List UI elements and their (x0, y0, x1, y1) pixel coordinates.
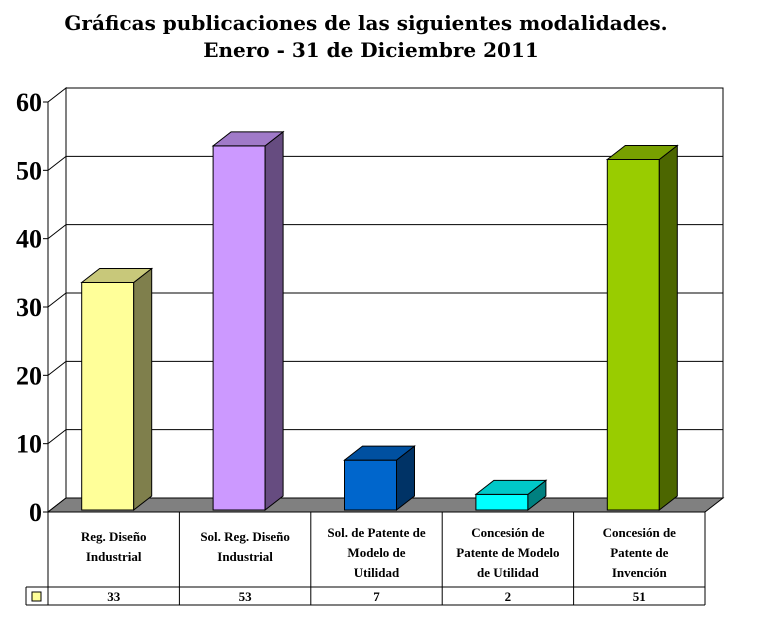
bar-front (606, 159, 660, 511)
bar (474, 479, 548, 512)
bar-top (605, 145, 679, 160)
bar-top (474, 479, 548, 495)
bar-top (343, 445, 416, 461)
gridline (47, 224, 67, 240)
bar-front (81, 282, 135, 511)
category-label: Modelo de (347, 545, 405, 560)
bar (80, 267, 154, 512)
category-label: Concesión de (471, 525, 545, 540)
category-label: Patente de Modelo (456, 545, 559, 560)
bar-side (658, 144, 678, 512)
y-tick-label: 60 (16, 88, 42, 117)
bar (605, 144, 679, 512)
bar (343, 445, 416, 512)
data-table-value: 53 (239, 589, 253, 604)
chart-subtitle: Enero - 31 de Diciembre 2011 (203, 38, 539, 62)
data-table: Reg. Diseño Industrial 33 Sol. Reg. Diseño I… (25, 512, 706, 606)
y-tick-label: 40 (16, 225, 42, 254)
category-label: de Utilidad (477, 565, 540, 580)
y-tick-label: 50 (16, 156, 42, 185)
bars (80, 130, 679, 512)
data-table-value: 7 (373, 589, 380, 604)
y-tick-label: 10 (16, 430, 42, 459)
chart-title: Gráficas publicaciones de las siguientes… (64, 11, 667, 35)
data-table-value: 2 (505, 589, 512, 604)
bar (211, 130, 285, 512)
bar-top (80, 268, 154, 283)
bar-front (212, 145, 266, 511)
category-label: Industrial (217, 549, 273, 564)
gridline (47, 292, 67, 308)
y-tick-label: 0 (29, 498, 42, 527)
bar-front (475, 493, 529, 511)
category-label: Sol. de Patente de (327, 525, 425, 540)
category-label: Invención (612, 565, 668, 580)
y-tick-label: 20 (16, 361, 42, 390)
gridline (47, 155, 67, 171)
legend-swatch (31, 591, 42, 602)
category-label: Concesión de (603, 525, 677, 540)
bar-front (344, 459, 397, 511)
category-label: Patente de (610, 545, 668, 560)
y-tick-label: 30 (16, 293, 42, 322)
data-table-value: 51 (633, 589, 646, 604)
category-label: Industrial (86, 549, 142, 564)
bar-side (133, 267, 153, 512)
gridline (47, 360, 67, 376)
bar-top (211, 131, 285, 147)
gridline (47, 429, 67, 445)
category-label: Sol. Reg. Diseño (200, 529, 290, 544)
category-label: Reg. Diseño (81, 529, 147, 544)
y-axis: 0 10 20 30 40 50 60 (16, 88, 49, 527)
category-label: Utilidad (354, 565, 400, 580)
data-table-value: 33 (107, 589, 121, 604)
bar-side (264, 130, 284, 512)
